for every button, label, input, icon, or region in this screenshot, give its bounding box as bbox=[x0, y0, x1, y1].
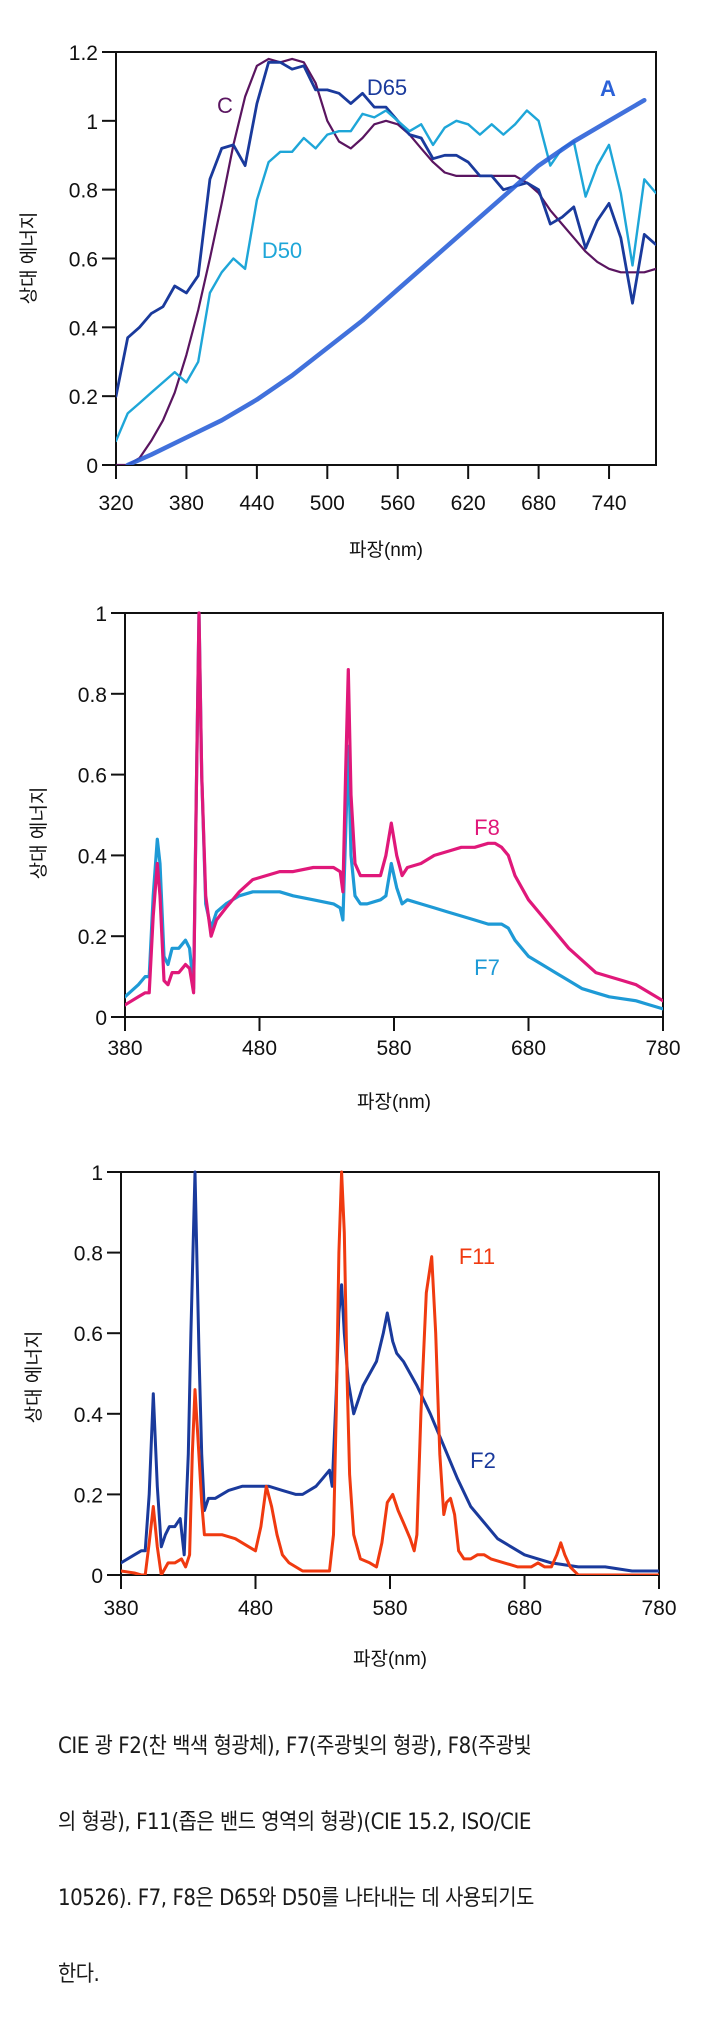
series-line-d65 bbox=[116, 60, 656, 398]
x-tick-label: 480 bbox=[238, 1597, 273, 1620]
series-label-f2: F2 bbox=[470, 1448, 496, 1473]
x-tick-label: 740 bbox=[592, 492, 627, 515]
y-tick-label: 1 bbox=[95, 603, 107, 626]
x-tick-label: 560 bbox=[380, 492, 415, 515]
caption-line: 한다. bbox=[58, 1962, 100, 1987]
y-tick-label: 0.2 bbox=[74, 1484, 103, 1507]
x-tick-label: 620 bbox=[451, 492, 486, 515]
x-tick-label: 780 bbox=[641, 1597, 676, 1620]
series-label-f8: F8 bbox=[474, 815, 500, 840]
x-tick-label: 680 bbox=[507, 1597, 542, 1620]
figure-page: 0 0.2 0.4 0.6 0.8 1 1.2 320 380 440 500 560 620 680 74… bbox=[18, 42, 681, 1670]
series-line-a bbox=[125, 97, 647, 465]
x-tick-label: 680 bbox=[511, 1037, 546, 1060]
series-line-f7 bbox=[125, 611, 663, 1011]
figure-caption: CIE 광 F2(찬 백색 형광체), F7(주광빛의 형광), F8(주광빛 … bbox=[58, 1690, 598, 2032]
series-label-d65: D65 bbox=[367, 75, 407, 100]
x-tick-label: 320 bbox=[98, 492, 133, 515]
y-tick-label: 0.6 bbox=[74, 1323, 103, 1346]
y-tick-label: 1 bbox=[86, 111, 98, 134]
series-label-d50: D50 bbox=[262, 238, 302, 263]
y-axis-title: 상대 에너지 bbox=[18, 212, 40, 305]
y-tick-label: 0.4 bbox=[74, 1404, 104, 1427]
y-tick-label: 1.2 bbox=[69, 42, 98, 65]
plot-frame bbox=[124, 612, 664, 1018]
y-tick-label: 0.2 bbox=[69, 386, 98, 409]
x-tick-label: 500 bbox=[310, 492, 345, 515]
y-tick-label: 0.2 bbox=[78, 926, 107, 949]
y-axis-title: 상대 에너지 bbox=[23, 1331, 45, 1424]
y-tick-label: 0 bbox=[86, 455, 98, 478]
caption-line: 10526). F7, F8은 D65와 D50를 나타내는 데 사용되기도 bbox=[58, 1886, 534, 1911]
x-axis-title: 파장(nm) bbox=[357, 1091, 431, 1113]
series-line-f2 bbox=[121, 1170, 659, 1573]
plot-frame bbox=[115, 51, 657, 466]
series-line-c bbox=[116, 57, 656, 465]
x-tick-label: 380 bbox=[107, 1037, 142, 1060]
series-line-f11 bbox=[121, 1170, 659, 1575]
x-axis-title: 파장(nm) bbox=[353, 1648, 427, 1670]
x-tick-label: 580 bbox=[372, 1597, 407, 1620]
x-axis-title: 파장(nm) bbox=[349, 539, 423, 561]
chart-f7-f8: 0 0.2 0.4 0.6 0.8 1 380 480 580 680 780 파장(nm) 상대 에너… bbox=[28, 603, 681, 1113]
y-tick-label: 0.8 bbox=[78, 684, 107, 707]
x-tick-label: 380 bbox=[169, 492, 204, 515]
caption-line: 의 형광), F11(좁은 밴드 영역의 형광)(CIE 15.2, ISO/C… bbox=[58, 1810, 531, 1835]
y-tick-label: 0.6 bbox=[78, 765, 107, 788]
x-tick-label: 680 bbox=[521, 492, 556, 515]
series-label-c: C bbox=[217, 93, 233, 118]
y-tick-label: 0.4 bbox=[78, 845, 108, 868]
y-tick-label: 0.4 bbox=[69, 317, 99, 340]
x-tick-label: 440 bbox=[239, 492, 274, 515]
series-label-f11: F11 bbox=[459, 1244, 495, 1269]
chart-standard-illuminants: 0 0.2 0.4 0.6 0.8 1 1.2 320 380 440 500 560 620 680 74… bbox=[18, 42, 657, 561]
y-tick-label: 0 bbox=[95, 1007, 107, 1030]
series-line-f8 bbox=[125, 611, 663, 1007]
y-tick-label: 0.8 bbox=[69, 180, 98, 203]
x-tick-label: 780 bbox=[645, 1037, 680, 1060]
x-tick-label: 380 bbox=[103, 1597, 138, 1620]
chart-f2-f11: 0 0.2 0.4 0.6 0.8 1 380 480 580 680 780 파장(nm) 상대 에너… bbox=[23, 1162, 677, 1670]
x-tick-label: 580 bbox=[376, 1037, 411, 1060]
series-label-a: A bbox=[600, 76, 616, 101]
y-tick-label: 0.8 bbox=[74, 1243, 103, 1266]
y-tick-label: 1 bbox=[91, 1162, 103, 1185]
y-axis-title: 상대 에너지 bbox=[28, 787, 50, 880]
x-tick-label: 480 bbox=[242, 1037, 277, 1060]
caption-line: CIE 광 F2(찬 백색 형광체), F7(주광빛의 형광), F8(주광빛 bbox=[58, 1734, 532, 1759]
series-label-f7: F7 bbox=[474, 955, 500, 980]
y-tick-label: 0.6 bbox=[69, 249, 98, 272]
y-tick-label: 0 bbox=[91, 1565, 103, 1588]
